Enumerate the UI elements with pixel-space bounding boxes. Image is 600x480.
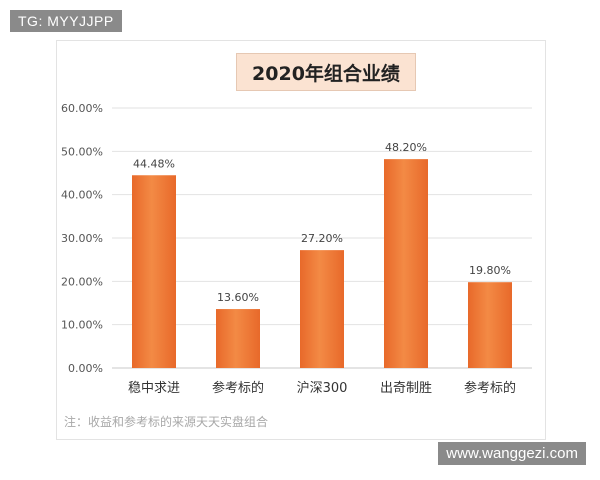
- data-label: 48.20%: [385, 141, 427, 154]
- y-tick-label: 20.00%: [61, 275, 103, 288]
- y-tick-label: 60.00%: [61, 102, 103, 115]
- y-tick-label: 50.00%: [61, 145, 103, 158]
- x-tick-label: 参考标的: [212, 380, 264, 396]
- data-label: 13.60%: [217, 291, 259, 304]
- x-tick-label: 出奇制胜: [380, 380, 432, 396]
- chart-title: 2020年组合业绩: [236, 53, 416, 91]
- data-label: 27.20%: [301, 232, 343, 245]
- watermark-bottom: www.wanggezi.com: [438, 442, 586, 465]
- bar: [300, 250, 344, 368]
- watermark-top: TG: MYYJJPP: [10, 10, 122, 32]
- bar: [468, 282, 512, 368]
- x-tick-label: 沪深300: [297, 380, 348, 396]
- y-tick-label: 0.00%: [68, 362, 103, 375]
- source-note: 注：收益和参考标的来源天天实盘组合: [64, 415, 269, 429]
- x-tick-label: 稳中求进: [128, 380, 180, 396]
- x-tick-label: 参考标的: [464, 380, 516, 396]
- bar: [132, 175, 176, 368]
- y-tick-label: 40.00%: [61, 189, 103, 202]
- y-tick-label: 10.00%: [61, 319, 103, 332]
- y-tick-label: 30.00%: [61, 232, 103, 245]
- data-label: 44.48%: [133, 157, 175, 170]
- data-label: 19.80%: [469, 264, 511, 277]
- bar: [384, 159, 428, 368]
- bar: [216, 309, 260, 368]
